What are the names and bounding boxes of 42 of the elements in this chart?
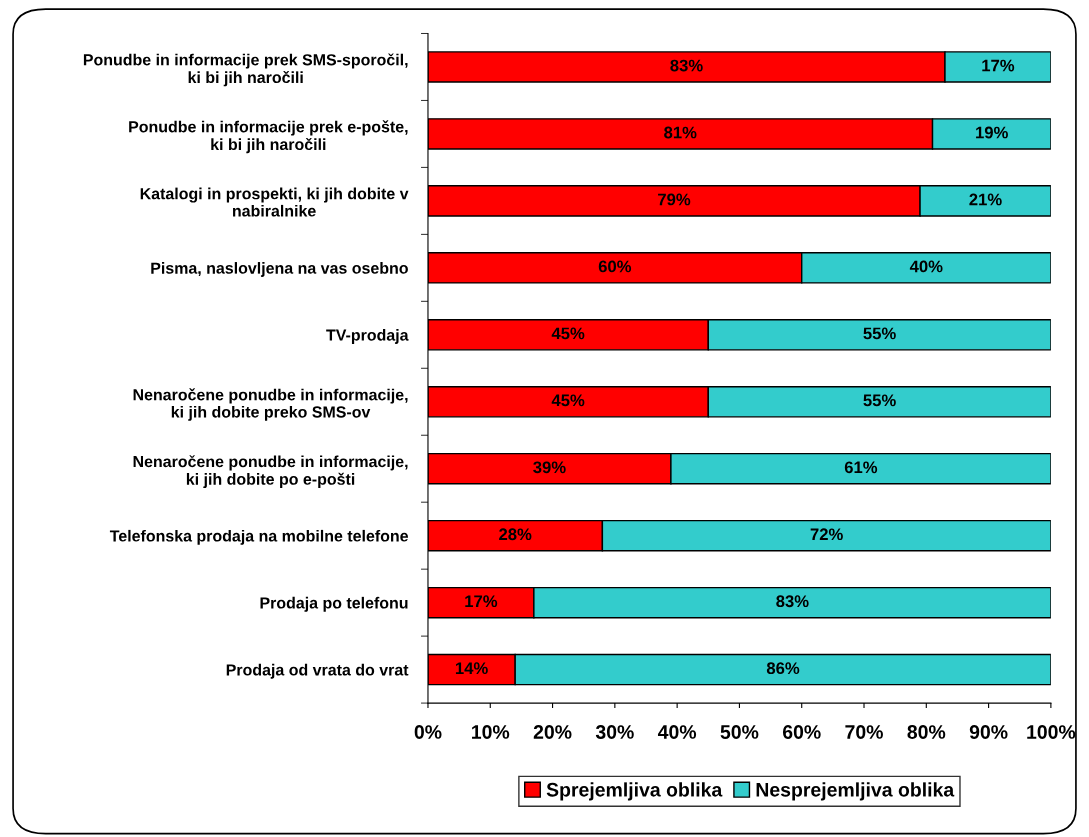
data-label: 81% [664,126,697,139]
legend-label: Nesprejemljiva oblika [756,782,955,801]
data-label: 19% [976,126,1008,139]
data-label: 83% [776,595,809,608]
y-tick-label: Prodaja po telefonu [260,596,408,612]
data-label: 17% [465,595,498,608]
data-label: 45% [551,327,585,340]
data-label: 61% [844,461,878,474]
x-tick-label: 0% [414,725,442,739]
y-tick-label: Pisma, naslovljena na vas osebno [151,262,408,277]
y-tick-label: Nenaročene ponudbe in informacije, ki jih dobite po e-pošti [133,455,408,488]
data-label: 72% [810,528,843,541]
x-tick-label: 70% [845,725,883,739]
x-tick-label: 20% [533,725,572,739]
data-label: 83% [670,59,703,72]
data-label: 55% [863,327,896,340]
data-label: 60% [598,260,632,273]
data-label: 55% [863,394,896,407]
y-tick-label: Katalogi in prospekti, ki jih dobite v nabiralnike [140,187,409,217]
x-tick-label: 30% [595,725,634,739]
data-label: 17% [982,59,1015,72]
y-tick-label: TV-prodaja [326,329,409,344]
y-tick-label: Nenaročene ponudbe in informacije, ki jih dobite preko SMS-ov [133,388,408,421]
y-tick-label: Telefonska prodaja na mobilne telefone [109,529,409,545]
x-tick-label: 80% [907,725,946,739]
data-label: 14% [455,662,488,675]
data-label: 86% [766,662,800,675]
data-label: 39% [533,461,566,474]
x-tick-label: 60% [782,725,821,739]
y-tick-label: Ponudbe in informacije prek e-pošte, ki bi jih naročili [129,120,408,154]
data-label: 79% [658,193,691,206]
legend-label: Sprejemljiva oblika [546,782,723,801]
y-tick-label: Prodaja od vrata do vrat [226,663,409,679]
data-label: 28% [499,528,532,541]
x-tick-label: 10% [472,725,510,739]
x-tick-label: 90% [969,725,1008,739]
x-tick-label: 40% [657,725,697,739]
y-tick-label: Ponudbe in informacije prek SMS-sporočil, ki bi jih naročili [83,53,408,87]
data-label: 40% [909,260,943,273]
data-label: 45% [551,394,585,407]
data-label: 21% [969,193,1002,206]
x-tick-label: 50% [720,725,759,739]
